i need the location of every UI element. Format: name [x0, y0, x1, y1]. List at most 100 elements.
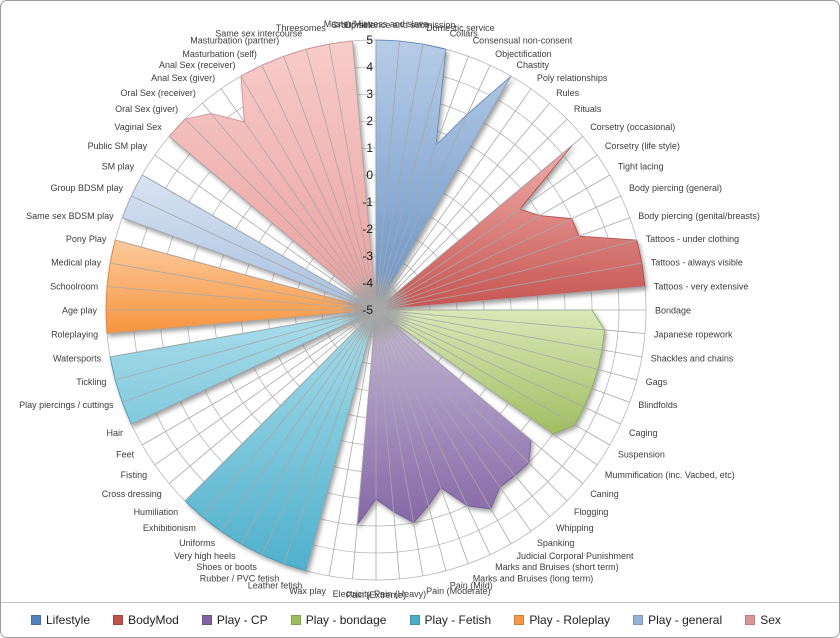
category-label: Dominance and submission [345, 20, 456, 30]
category-label: Objectification [495, 49, 552, 59]
category-label: Anal Sex (receiver) [159, 60, 236, 70]
category-label: Cross dressing [102, 489, 162, 499]
legend-item-play-bondage[interactable]: Play - bondage [290, 613, 386, 627]
category-label: Oral Sex (receiver) [120, 88, 196, 98]
axis-tick-label: 4 [366, 60, 373, 74]
category-label: Flogging [574, 507, 609, 517]
category-label: Domestic service [426, 23, 495, 33]
legend-label: Play - Fetish [424, 613, 492, 627]
chart-legend: Lifestyle BodyMod Play - CP Play - bondage P… [1, 602, 839, 637]
legend-swatch-icon [290, 615, 301, 625]
legend-swatch-icon [514, 615, 525, 625]
category-label: Same sex BDSM play [26, 211, 114, 221]
category-label: Public SM play [88, 141, 148, 151]
legend-item-play-general[interactable]: Play - general [633, 613, 722, 627]
category-label: Consensual non-consent [473, 36, 573, 46]
axis-tick-label: -2 [362, 222, 373, 236]
category-label: Shoes or boots [196, 562, 257, 572]
category-label: Rubber / PVC fetish [200, 573, 280, 583]
category-label: Gags [646, 377, 668, 387]
category-label: Humiliation [134, 507, 179, 517]
category-label: Pain (Mild) [450, 581, 493, 591]
radar-series-play-fetish[interactable] [109, 309, 377, 572]
legend-swatch-icon [113, 615, 124, 625]
category-label: Chastity [517, 60, 550, 70]
category-label: Tattoos - always visible [651, 257, 743, 267]
category-label: Rules [556, 88, 580, 98]
legend-label: BodyMod [128, 613, 179, 627]
radar-series-sex[interactable] [168, 40, 377, 311]
category-label: Threesomes [276, 23, 327, 33]
category-label: Medical play [51, 257, 102, 267]
radar-grid-spokes [106, 40, 646, 580]
category-label: Marks and Bruises (short term) [495, 562, 619, 572]
legend-item-lifestyle[interactable]: Lifestyle [31, 613, 90, 627]
legend-swatch-icon [409, 615, 420, 625]
category-label: Marks and Bruises (long term) [473, 573, 594, 583]
category-label: Electricity [333, 589, 372, 599]
legend-item-play-fetish[interactable]: Play - Fetish [409, 613, 492, 627]
category-label: Blindfolds [638, 400, 678, 410]
axis-tick-labels: 5 4 3 2 1 0 -1 -2 -3 -4 -5 [362, 33, 373, 317]
category-label: Wax play [289, 586, 326, 596]
category-label: Pain (Heavy) [374, 589, 426, 599]
category-label: Spanking [537, 538, 575, 548]
axis-tick-label: 2 [366, 114, 373, 128]
category-label: Tickling [76, 377, 106, 387]
axis-tick-label: -1 [362, 195, 373, 209]
category-label: Feet [116, 450, 135, 460]
category-label: Same sex intercourse [215, 28, 302, 38]
category-label: Vaginal Sex [114, 122, 162, 132]
category-label: Pain (Extreme) [346, 590, 406, 600]
category-label: Anal Sex (giver) [151, 73, 215, 83]
radar-series-bodymod[interactable] [375, 144, 646, 311]
category-label: Suspension [618, 450, 665, 460]
category-label: Masturbation (self) [182, 49, 257, 59]
category-label: Tight lacing [618, 162, 664, 172]
category-label: Schoolroom [50, 281, 98, 291]
legend-swatch-icon [201, 615, 212, 625]
category-label: Play piercings / cuttings [19, 400, 114, 410]
category-label: Oral Sex (giver) [115, 104, 178, 114]
category-label: Bondage [655, 306, 691, 316]
category-label: Group BDSM play [50, 183, 123, 193]
category-label: Uniforms [179, 538, 216, 548]
category-label: Japanese ropework [654, 330, 733, 340]
axis-tick-label: 1 [366, 141, 373, 155]
category-label: Hair [106, 428, 123, 438]
legend-item-play-cp[interactable]: Play - CP [201, 613, 268, 627]
legend-swatch-icon [633, 615, 644, 625]
axis-tick-label: -5 [362, 303, 373, 317]
category-label: Roleplaying [51, 330, 98, 340]
legend-label: Lifestyle [46, 613, 91, 627]
legend-item-sex[interactable]: Sex [745, 613, 781, 627]
category-label: Caning [590, 489, 619, 499]
legend-item-play-roleplay[interactable]: Play - Roleplay [514, 613, 610, 627]
category-label: Master/Mistress and slave [324, 19, 429, 29]
category-label: Age play [62, 306, 98, 316]
category-label: Leather fetish [248, 581, 303, 591]
category-label: Group sex [331, 20, 373, 30]
category-label: Shackles and chains [651, 354, 734, 364]
category-label: Pony Play [66, 234, 107, 244]
category-label: Whipping [556, 523, 594, 533]
axis-tick-label: 0 [366, 168, 373, 182]
legend-item-bodymod[interactable]: BodyMod [113, 613, 179, 627]
category-label: Collars [450, 28, 479, 38]
axis-tick-label: 3 [366, 87, 373, 101]
category-label: Rituals [574, 104, 602, 114]
axis-tick-label: 5 [366, 33, 373, 47]
category-label: Pain (Moderate) [426, 586, 491, 596]
axis-tick-label: -4 [362, 276, 373, 290]
category-label: Watersports [53, 354, 102, 364]
category-label: SM play [102, 162, 135, 172]
legend-label: Play - Roleplay [529, 613, 611, 627]
axis-tick-label: -3 [362, 249, 373, 263]
category-label: Caging [629, 428, 658, 438]
radar-series-play-bondage[interactable] [375, 309, 605, 435]
category-label: Corsetry (occasional) [590, 122, 675, 132]
category-label: Judicial Corporal Punishment [517, 551, 635, 561]
